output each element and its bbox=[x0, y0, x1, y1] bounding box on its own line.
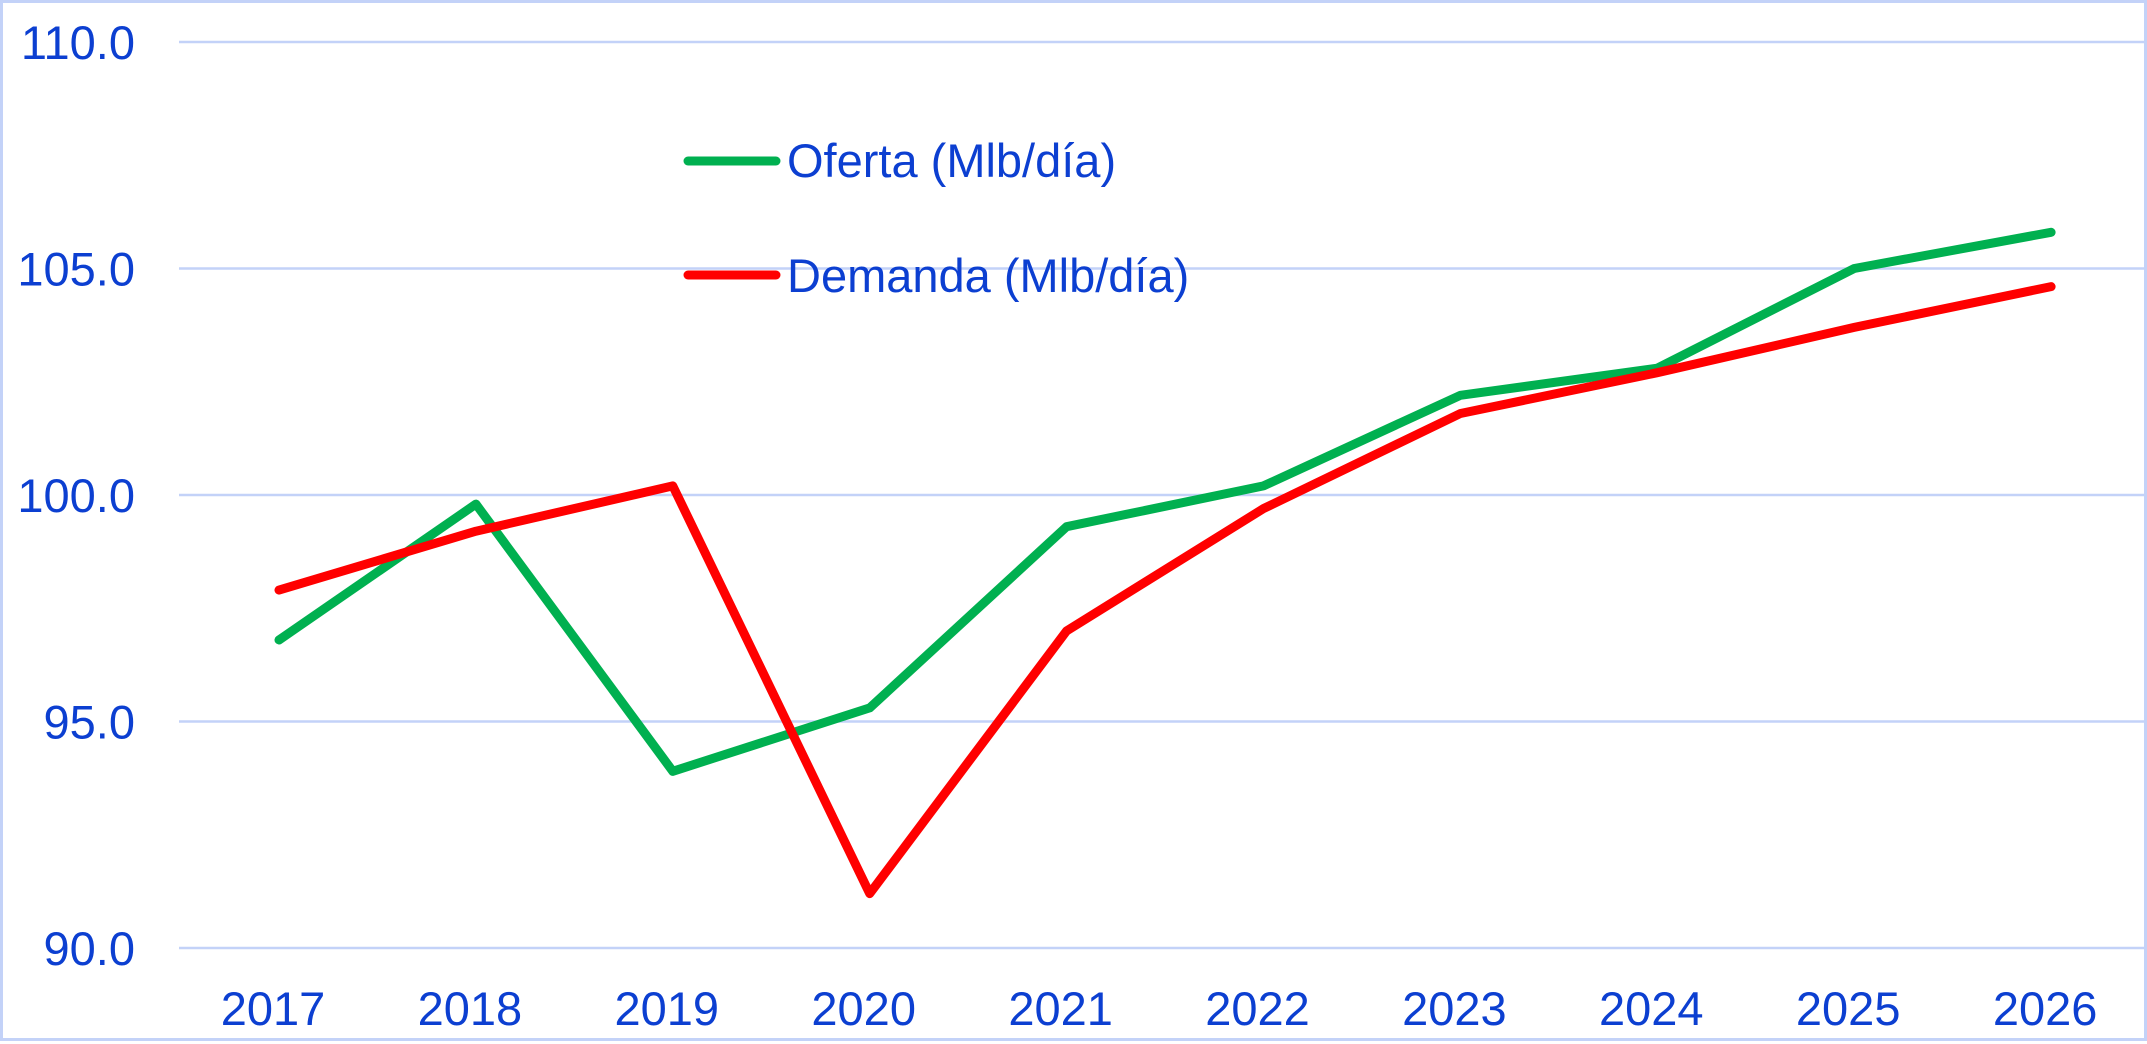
legend: Oferta (Mlb/día) Demanda (Mlb/día) bbox=[683, 134, 1189, 302]
x-tick-label: 2026 bbox=[1993, 982, 2098, 1035]
line-chart: 90.0 95.0 100.0 105.0 110.0 2017 2018 2019 2020… bbox=[17, 16, 2146, 1035]
y-tick-label: 100.0 bbox=[17, 469, 135, 522]
y-axis: 90.0 95.0 100.0 105.0 110.0 bbox=[17, 16, 135, 975]
x-tick-label: 2017 bbox=[221, 982, 326, 1035]
x-tick-label: 2022 bbox=[1205, 982, 1310, 1035]
legend-label-demanda: Demanda (Mlb/día) bbox=[787, 249, 1189, 302]
gridlines bbox=[179, 40, 2146, 950]
legend-label-oferta: Oferta (Mlb/día) bbox=[787, 134, 1116, 187]
x-tick-label: 2024 bbox=[1599, 982, 1704, 1035]
series-lines bbox=[274, 227, 2056, 899]
x-tick-label: 2020 bbox=[811, 982, 916, 1035]
y-tick-label: 105.0 bbox=[17, 243, 135, 296]
y-tick-label: 95.0 bbox=[44, 696, 135, 749]
x-tick-label: 2023 bbox=[1402, 982, 1507, 1035]
series-line-oferta bbox=[274, 227, 2056, 776]
y-tick-label: 90.0 bbox=[44, 922, 135, 975]
x-tick-label: 2019 bbox=[615, 982, 720, 1035]
series-line-demanda bbox=[274, 282, 2056, 899]
x-tick-label: 2018 bbox=[418, 982, 523, 1035]
y-tick-label: 110.0 bbox=[21, 16, 135, 69]
x-axis: 2017 2018 2019 2020 2021 2022 2023 2024 2025 2026 bbox=[221, 982, 2098, 1035]
x-tick-label: 2025 bbox=[1796, 982, 1901, 1035]
x-tick-label: 2021 bbox=[1008, 982, 1113, 1035]
